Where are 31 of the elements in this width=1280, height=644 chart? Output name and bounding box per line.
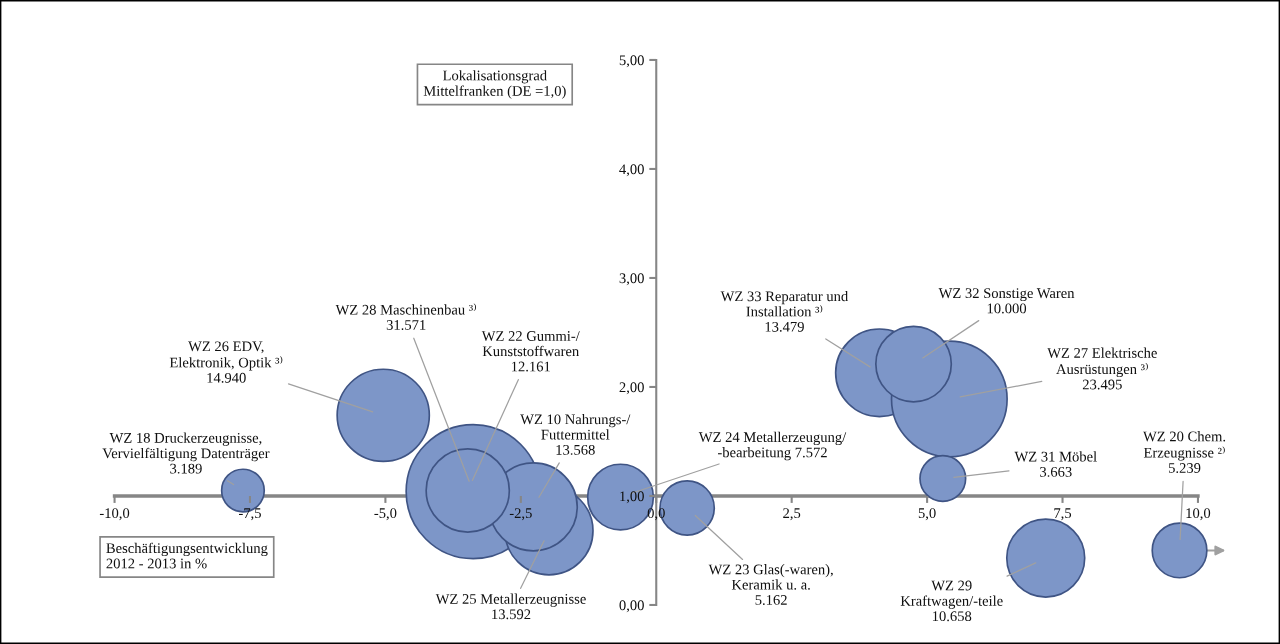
y-tick-label: 2,00 [619, 382, 644, 395]
x-tick-label: -10,0 [99, 508, 130, 521]
x-tick-label: 2,5 [783, 508, 801, 521]
y-axis-title: Lokalisationsgrad Mittelfranken (DE =1,0) [423, 70, 566, 99]
x-tick-label: 0,0 [647, 508, 665, 521]
data-label: WZ 23 Glas(-waren), Keramik u. a. 5.162 [708, 564, 833, 605]
data-label: WZ 24 Metallerzeugung/ -bearbeitung 7.572 [698, 431, 847, 461]
data-label: WZ 25 Metallerzeugnisse 13.592 [435, 593, 586, 620]
data-label: WZ 26 EDV, Elektronik, Optik ³⁾ 14.940 [169, 341, 283, 383]
x-tick-label: -2,5 [509, 508, 532, 521]
data-label: WZ 18 Druckerzeugnisse, Vervielfältigung Datenträger 3.189 [102, 432, 270, 474]
x-axis-title: Beschäftigungsentwicklung 2012 - 2013 in % [106, 542, 268, 569]
x-tick-label: 5,0 [918, 508, 936, 521]
x-tick-label: -7,5 [238, 508, 261, 521]
data-label: WZ 20 Chem. Erzeugnisse ²⁾ 5.239 [1143, 431, 1226, 473]
data-label: WZ 27 Elektrische Ausrüstungen ³⁾ 23.495 [1047, 347, 1157, 390]
data-label: WZ 33 Reparatur und Installation ³⁾ 13.479 [720, 290, 849, 332]
y-tick-label: 4,00 [619, 164, 644, 177]
data-label: WZ 28 Maschinenbau ³⁾ 31.571 [335, 303, 477, 330]
y-tick-label: 3,00 [619, 273, 644, 286]
data-label: WZ 31 Möbel 3.663 [1014, 451, 1097, 477]
data-label: WZ 32 Sonstige Waren 10.000 [938, 288, 1075, 314]
x-tick-label: 10,0 [1186, 508, 1211, 521]
y-tick-label: 1,00 [620, 491, 644, 504]
x-tick-label: 7,5 [1054, 508, 1072, 521]
y-tick-label: 5,00 [619, 55, 644, 68]
x-tick-label: -5,0 [374, 508, 397, 521]
data-label: WZ 29 Kraftwagen/-teile 10.658 [900, 580, 1003, 622]
data-label: WZ 22 Gummi-/ Kunststoffwaren 12.161 [481, 331, 580, 372]
y-tick-label: 0,00 [619, 600, 644, 613]
data-label: WZ 10 Nahrungs-/ Futtermittel 13.568 [520, 413, 631, 455]
